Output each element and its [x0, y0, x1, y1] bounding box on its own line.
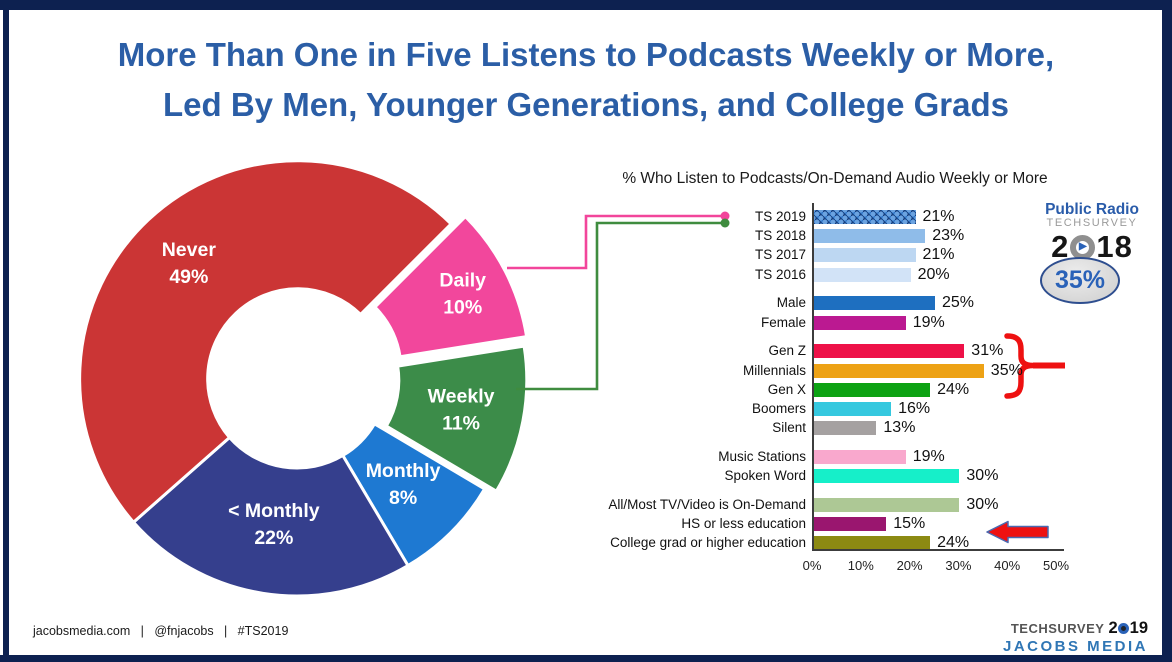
donut-slice--monthly	[132, 436, 410, 598]
play-icon: ▶	[1070, 234, 1096, 260]
year-suffix: 19	[1129, 619, 1148, 637]
y-axis-line	[812, 203, 814, 550]
bar-row-label-ts-2016: TS 2016	[754, 266, 806, 282]
35-percent-badge: 35%	[1040, 257, 1120, 304]
x-axis-tick-50: 50%	[1042, 558, 1070, 573]
donut-label: Weekly	[428, 385, 495, 407]
badge-value: 35%	[1054, 266, 1106, 294]
bar-row-label-female: Female	[760, 314, 806, 330]
frame-left-border	[3, 10, 9, 655]
bar-value-ts-2017: 21%	[922, 246, 955, 264]
bar-value-college-grad-or-higher-education: 24%	[937, 534, 970, 552]
bar-value-boomers: 16%	[898, 400, 931, 417]
techsurvey-label: TECHSURVEY	[1046, 217, 1138, 230]
frame-right-border	[1162, 0, 1172, 662]
bar-row-label-spoken-word: Spoken Word	[724, 468, 806, 484]
frame-bottom-border	[0, 655, 1172, 662]
bar-college-grad-or-higher-education	[813, 536, 931, 551]
page-title: More Than One in Five Listens to Podcast…	[30, 30, 1142, 130]
donut-label: Monthly	[366, 460, 441, 482]
education-arrow-icon	[986, 520, 1049, 544]
bar-ts-2018	[813, 229, 926, 244]
bar-ts-2017	[813, 248, 916, 263]
donut-value-label: 8%	[389, 487, 417, 509]
bar-value-silent: 13%	[883, 419, 916, 437]
year-prefix: 2	[1051, 228, 1070, 264]
bar-row-label-hs-or-less-education: HS or less education	[681, 516, 806, 532]
bar-millennials	[813, 363, 984, 378]
bar-value-millennials: 35%	[990, 361, 1023, 379]
bar-male	[813, 296, 935, 311]
play-glyph: ▶	[1079, 241, 1088, 253]
donut-slice-monthly	[341, 422, 487, 568]
donut-label: < Monthly	[228, 500, 320, 522]
bar-spoken-word	[813, 469, 960, 484]
donut-value-label: 10%	[443, 297, 482, 319]
bar-value-male: 25%	[942, 294, 975, 312]
bar-ts-2016	[813, 267, 911, 282]
x-axis-tick-40: 40%	[994, 558, 1021, 573]
donut-slice-weekly	[384, 344, 529, 493]
bar-value-gen-z: 31%	[971, 342, 1004, 360]
page-title-line1: More Than One in Five Listens to Podcast…	[117, 36, 1055, 73]
bar-value-ts-2018: 23%	[932, 227, 965, 245]
public-radio-techsurvey-2018-logo: Public Radio TECHSURVEY 2 ▶ 18	[1028, 201, 1156, 264]
donut-slice-never	[78, 159, 453, 524]
bar-boomers	[813, 402, 892, 416]
bar-value-female: 19%	[912, 313, 945, 331]
bar-row-label-college-grad-or-higher-education: College grad or higher education	[610, 535, 806, 551]
x-axis-line	[812, 549, 1064, 551]
techsurvey-brand: TECHSURVEY	[1010, 621, 1105, 636]
bar-row-label-male: Male	[776, 295, 806, 311]
page-title-line2: Led By Men, Younger Generations, and Col…	[163, 86, 1009, 123]
bar-value-ts-2016: 20%	[917, 265, 950, 283]
techsurvey-2018-year: 2 ▶ 18	[1051, 228, 1133, 264]
x-axis-tick-10: 10%	[847, 558, 874, 573]
bar-all-most-tv-video-is-on-demand	[813, 498, 960, 512]
bar-female	[813, 315, 906, 330]
donut-value-label: 11%	[442, 412, 480, 434]
donut-label: Daily	[439, 270, 486, 292]
bar-row-label-ts-2019: TS 2019	[754, 209, 806, 224]
bar-value-gen-x: 24%	[937, 380, 970, 398]
footer-links: jacobsmedia.com | @fnjacobs | #TS2019	[33, 624, 289, 638]
bar-value-hs-or-less-education: 15%	[893, 515, 926, 533]
bar-chart-title: % Who Listen to Podcasts/On-Demand Audio…	[622, 170, 1048, 187]
bar-hs-or-less-education	[813, 517, 887, 532]
bar-row-label-gen-z: Gen Z	[768, 343, 806, 359]
bar-value-ts-2019: 21%	[922, 208, 955, 225]
bar-row-label-boomers: Boomers	[751, 401, 806, 416]
donut-label: Never	[162, 239, 217, 261]
bar-value-music-stations: 19%	[912, 448, 945, 465]
bar-gen-x	[813, 382, 931, 397]
bar-row-label-all-most-tv-video-is-on-demand: All/Most TV/Video is On-Demand	[608, 497, 806, 512]
bar-row-label-millennials: Millennials	[742, 362, 806, 378]
donut-value-label: 22%	[254, 527, 293, 549]
techsurvey-2019-jacobs-media-logo: TECHSURVEY 2 19 JACOBS MEDIA	[1003, 619, 1148, 656]
bar-value-all-most-tv-video-is-on-demand: 30%	[966, 496, 999, 513]
year-prefix: 2	[1108, 619, 1118, 637]
frame-top-border	[0, 0, 1172, 10]
x-axis-tick-20: 20%	[896, 558, 923, 573]
jacobs-media-label: JACOBS MEDIA	[1002, 638, 1148, 656]
bar-row-label-gen-x: Gen X	[767, 381, 806, 397]
donut-slice-daily	[373, 215, 529, 359]
bar-ts-2019	[813, 210, 916, 224]
public-radio-label: Public Radio	[1045, 201, 1139, 218]
bar-gen-z	[813, 344, 965, 359]
bar-silent	[813, 421, 877, 436]
x-axis-tick-0: 0%	[802, 558, 822, 573]
bar-row-label-music-stations: Music Stations	[718, 449, 806, 464]
bar-row-label-ts-2017: TS 2017	[754, 247, 806, 263]
bar-value-spoken-word: 30%	[966, 467, 999, 485]
techsurvey-2019-year: 2 19	[1108, 619, 1148, 638]
bar-row-label-ts-2018: TS 2018	[754, 228, 806, 244]
bar-music-stations	[813, 450, 906, 464]
year-suffix: 18	[1096, 228, 1133, 264]
bar-row-label-silent: Silent	[772, 420, 806, 436]
donut-value-label: 49%	[169, 266, 208, 288]
x-axis-tick-30: 30%	[945, 558, 972, 573]
target-icon	[1118, 622, 1130, 634]
